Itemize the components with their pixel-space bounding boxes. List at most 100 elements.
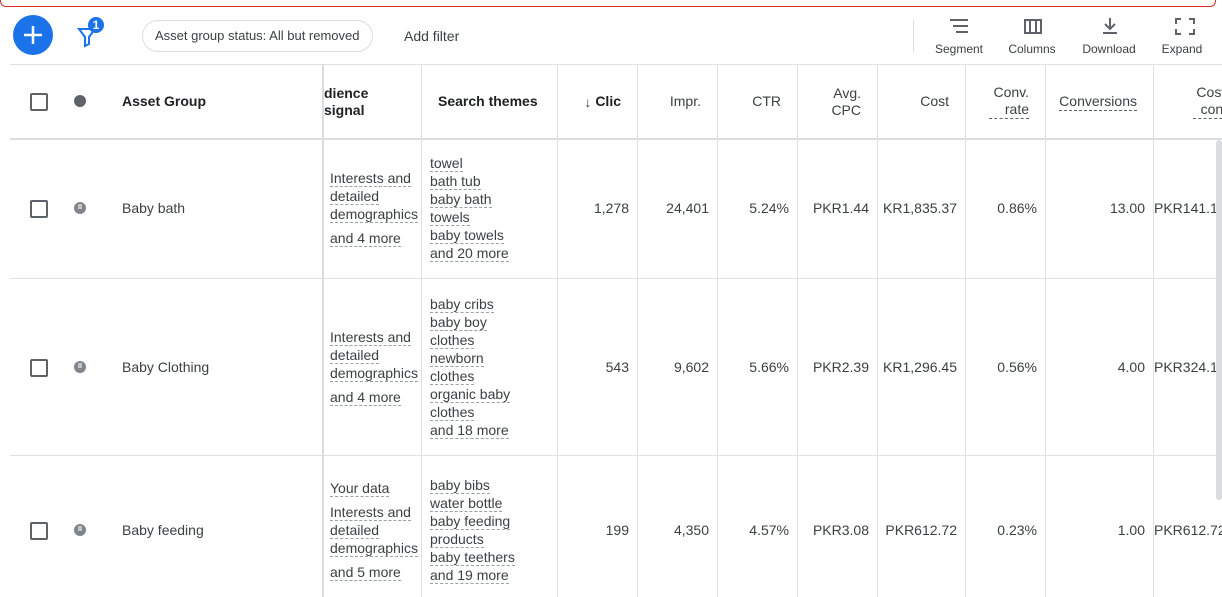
search-theme-link[interactable]: baby teethers	[430, 549, 515, 566]
row-divider	[10, 278, 1222, 279]
table-cell: 24,401	[638, 138, 718, 278]
row-divider	[10, 455, 1222, 456]
table-cell: 0.23%	[966, 455, 1046, 597]
table-cell: 4,350	[638, 455, 718, 597]
toolbar-icons: 1	[13, 15, 104, 55]
paused-status-icon: II	[74, 202, 86, 214]
cost-per-conv: PKR324.11	[1154, 358, 1222, 375]
column-header[interactable]: Asset Group	[122, 93, 207, 109]
column-header[interactable]: Avg. CPC	[831, 84, 861, 118]
header-label-wrap: CTR	[752, 93, 781, 110]
audience-signal-link[interactable]: Your data	[330, 480, 390, 497]
search-theme-link[interactable]: towel	[430, 155, 463, 172]
table-cell: 5.66%	[718, 278, 798, 455]
table-cell: 13.00	[1046, 138, 1154, 278]
signal-group: and 4 more	[330, 229, 420, 247]
table-cell: Baby feeding	[100, 455, 322, 597]
header-label-wrap: dience signal	[324, 85, 405, 119]
audience-signal-link[interactable]: Interests and detailed demographics	[330, 504, 418, 557]
column-header[interactable]: Conv. rate	[989, 84, 1029, 119]
search-theme-link[interactable]: baby cribs	[430, 295, 494, 313]
search-theme-link[interactable]: baby feeding products	[430, 513, 511, 548]
table-cell: 4.00	[1046, 278, 1154, 455]
header-label-wrap: Impr.	[670, 93, 701, 110]
search-theme-link[interactable]: baby boy clothes	[430, 313, 487, 349]
signal-group: and 4 more	[330, 388, 420, 406]
select-all-checkbox[interactable]	[30, 93, 48, 111]
search-theme-link[interactable]: and 19 more	[430, 567, 509, 584]
avg-cpc: PKR1.44	[812, 200, 869, 216]
search-theme-link[interactable]: water bottle	[430, 495, 503, 512]
header-cell: dience signal	[322, 65, 422, 138]
cost-per-conv: PKR612.72	[1154, 522, 1222, 538]
audience-signal-link[interactable]: Interests and detailed demographics	[330, 328, 418, 382]
header-label-wrap: Cost	[920, 93, 949, 110]
toolbar-action[interactable]: Segment	[934, 42, 984, 56]
column-header[interactable]: Search themes	[438, 93, 538, 109]
table-cell: towel bath tub baby bath towels baby towels…	[422, 138, 558, 278]
status-chip[interactable]: Asset group status: All but removed	[142, 20, 373, 52]
audience-signal-link[interactable]: Interests and detailed demographics	[330, 170, 418, 223]
impr: 4,350	[673, 522, 709, 538]
conv-rate: 0.86%	[997, 200, 1037, 216]
conversions: 1.00	[1117, 522, 1145, 538]
table-cell: KR1,835.37	[878, 138, 966, 278]
audience-signal-link[interactable]: and 5 more	[330, 564, 401, 581]
header-cell: Asset Group	[100, 65, 322, 138]
column-header[interactable]: Cost	[920, 93, 949, 109]
row-checkbox[interactable]	[30, 200, 48, 218]
add-filter[interactable]: Add filter	[404, 28, 460, 44]
name[interactable]: Baby bath	[122, 200, 186, 216]
search-theme-link[interactable]: baby towels	[430, 227, 504, 244]
header-row	[10, 65, 1222, 140]
header-cell: Cost	[878, 65, 966, 138]
audience-signal-link[interactable]: and 4 more	[330, 230, 401, 247]
top-border	[0, 0, 1216, 7]
table-cell: KR1,296.45	[878, 278, 966, 455]
search-theme-link[interactable]: baby bibs	[430, 477, 490, 494]
table-cell: Baby bath	[100, 138, 322, 278]
clicks: 1,278	[593, 200, 629, 216]
toolbar-action[interactable]: Expand	[1161, 42, 1203, 56]
toolbar-action[interactable]: Download	[1082, 42, 1136, 56]
header-cell: Avg. CPC	[798, 65, 878, 138]
search-theme-link[interactable]: and 20 more	[430, 245, 509, 262]
name[interactable]: Baby feeding	[122, 522, 204, 538]
table-cell: 1.00	[1046, 455, 1154, 597]
cost-per-conv: PKR141.18	[1154, 200, 1222, 216]
search-theme-link[interactable]: bath tub	[430, 173, 481, 190]
table-cell: Interests and detailed demographics and 4…	[322, 278, 422, 455]
search-theme-link[interactable]: baby bath towels	[430, 191, 492, 226]
name[interactable]: Baby Clothing	[122, 358, 210, 375]
row-checkbox[interactable]	[30, 522, 48, 540]
table-cell: baby cribs baby boy clothes newborn clothe…	[422, 278, 558, 455]
column-header[interactable]: dience signal	[324, 84, 369, 118]
signal-group: Your data	[330, 479, 420, 497]
column-header[interactable]: Conversions	[1059, 92, 1137, 111]
column-header[interactable]: Clic	[595, 93, 621, 109]
paused-status-icon: II	[74, 524, 86, 536]
table-cell: 5.24%	[718, 138, 798, 278]
toolbar-action[interactable]: Columns	[1008, 42, 1056, 56]
cost: KR1,296.45	[883, 358, 957, 375]
theme-group: baby cribs baby boy clothes newborn clothe…	[430, 295, 530, 439]
signal-group: Interests and detailed demographics	[330, 328, 420, 382]
status-header-dot	[74, 95, 86, 107]
row-checkbox[interactable]	[30, 358, 48, 377]
signal-group: Interests and detailed demographics	[330, 169, 420, 223]
theme-group: towel bath tub baby bath towels baby towels…	[430, 154, 530, 262]
header-label-wrap: Search themes	[438, 93, 538, 110]
scrollbar[interactable]	[1216, 140, 1222, 500]
column-header[interactable]: CTR	[752, 93, 781, 109]
column-header[interactable]: Impr.	[669, 93, 701, 109]
table-cell: PKR3.08	[798, 455, 878, 597]
table-cell: 199	[558, 455, 638, 597]
column-header[interactable]: Cost / conv.	[1193, 84, 1222, 119]
audience-signal-link[interactable]: and 4 more	[330, 388, 401, 406]
search-theme-link[interactable]: and 18 more	[430, 421, 509, 439]
search-theme-link[interactable]: newborn clothes	[430, 349, 484, 385]
search-theme-link[interactable]: organic baby clothes	[430, 385, 511, 421]
table-cell: PKR324.11	[1154, 278, 1222, 455]
table-cell: 0.56%	[966, 278, 1046, 455]
header-label-wrap: Conversions	[1059, 93, 1137, 111]
